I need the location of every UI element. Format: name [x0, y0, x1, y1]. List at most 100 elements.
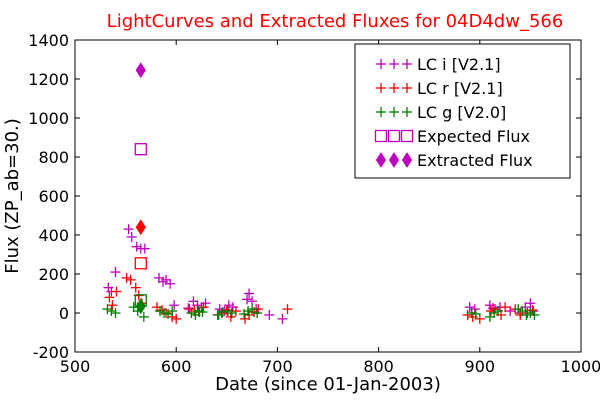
legend-marker: [402, 107, 412, 117]
lc-point: [155, 306, 166, 317]
extracted-flux-point: [135, 298, 146, 315]
lc-point: [111, 286, 122, 297]
legend-marker: [376, 107, 386, 117]
legend-box: [354, 43, 571, 179]
x-tick-label: 700: [262, 357, 293, 376]
legend-label: LC g [V2.0]: [417, 103, 506, 122]
legend-marker: [402, 83, 412, 93]
lc-point: [139, 243, 150, 254]
lc-point: [252, 308, 263, 318]
x-axis-label: Date (since 01-Jan-2003): [215, 374, 441, 395]
y-tick-label: 1400: [28, 31, 69, 50]
expected-flux-point: [134, 143, 147, 156]
lc-point: [104, 292, 115, 303]
lc-point: [464, 302, 475, 313]
y-tick-label: 1200: [28, 70, 69, 89]
lc-point: [529, 309, 540, 320]
lc-point: [513, 304, 524, 315]
extracted-flux-point: [135, 62, 146, 79]
lc-point: [165, 278, 176, 289]
y-axis-label: Flux (ZP_ab=30.): [2, 118, 23, 274]
lc-point: [500, 302, 511, 313]
extracted-flux-point: [135, 219, 146, 236]
lc-point: [223, 300, 234, 311]
lc-point: [242, 294, 253, 305]
lc-point: [159, 308, 170, 318]
lc-point: [197, 307, 208, 318]
lc-point: [221, 305, 232, 316]
lc-point: [102, 304, 113, 315]
x-tick-label: 1000: [561, 357, 600, 376]
x-tick-label: 500: [60, 357, 91, 376]
lc-point: [525, 308, 536, 318]
y-tick-label: 200: [38, 265, 69, 284]
expected-flux-point: [134, 257, 147, 270]
lc-point: [217, 307, 228, 318]
lc-point: [125, 274, 136, 285]
axis-ticks: 500 600 700 800 900 1000 -200 0 200 400 600 800 1000…: [28, 31, 600, 376]
lc-point: [247, 304, 258, 315]
lc-point: [264, 309, 275, 320]
legend-label: LC r [V2.1]: [417, 79, 503, 98]
legend-marker: [389, 83, 399, 93]
lc-point: [226, 308, 237, 318]
lc-point: [505, 306, 516, 317]
lc-point: [244, 288, 255, 299]
lc-point: [110, 267, 121, 278]
y-tick-label: 600: [38, 187, 69, 206]
legend-label: LC i [V2.1]: [417, 55, 501, 74]
lc-point: [106, 306, 117, 317]
legend-marker: [387, 129, 401, 143]
lc-point: [131, 241, 142, 252]
legend-label: Expected Flux: [417, 127, 530, 146]
legend-marker: [401, 152, 413, 168]
y-tick-label: 1000: [28, 109, 69, 128]
legend-label: Extracted Flux: [417, 151, 533, 170]
lc-point: [198, 302, 209, 313]
lc-point: [171, 313, 182, 324]
legend: LC i [V2.1] LC r [V2.1] LC g [V2.0] Expecte…: [354, 43, 571, 179]
lc-point: [123, 224, 134, 235]
legend-marker: [374, 129, 388, 143]
legend-marker: [375, 152, 387, 168]
lc-point: [466, 308, 477, 318]
lc-point: [121, 272, 132, 283]
lc-point: [525, 298, 536, 309]
lc-point: [277, 313, 288, 324]
legend-marker: [389, 107, 399, 117]
lc-point: [186, 308, 197, 318]
x-tick-label: 600: [161, 357, 192, 376]
lc-point: [167, 306, 178, 317]
lc-point: [493, 306, 504, 317]
y-tick-label: 0: [59, 304, 69, 323]
legend-marker: [388, 152, 400, 168]
lc-point: [110, 308, 121, 318]
lc-point: [488, 308, 499, 318]
x-tick-label: 800: [363, 357, 394, 376]
lc-point: [130, 282, 141, 293]
lc-point: [193, 306, 204, 317]
x-tick-label: 900: [465, 357, 496, 376]
lc-point: [243, 306, 254, 317]
y-tick-label: -200: [33, 343, 69, 362]
chart-title: LightCurves and Extracted Fluxes for 04D…: [107, 11, 564, 32]
legend-marker: [400, 129, 414, 143]
lc-point: [192, 300, 203, 311]
y-tick-label: 800: [38, 148, 69, 167]
legend-marker: [376, 59, 386, 69]
lc-point: [282, 304, 293, 315]
y-tick-label: 400: [38, 226, 69, 245]
lc-point: [138, 311, 149, 322]
data-marks: [102, 62, 540, 324]
lc-point: [107, 300, 118, 311]
legend-marker: [376, 83, 386, 93]
lc-point: [126, 231, 137, 242]
lc-point: [474, 313, 485, 324]
lc-point: [470, 308, 481, 319]
legend-marker: [402, 59, 412, 69]
lc-point: [222, 306, 233, 317]
lc-point: [169, 300, 180, 311]
legend-marker: [389, 59, 399, 69]
lc-point: [462, 309, 473, 320]
